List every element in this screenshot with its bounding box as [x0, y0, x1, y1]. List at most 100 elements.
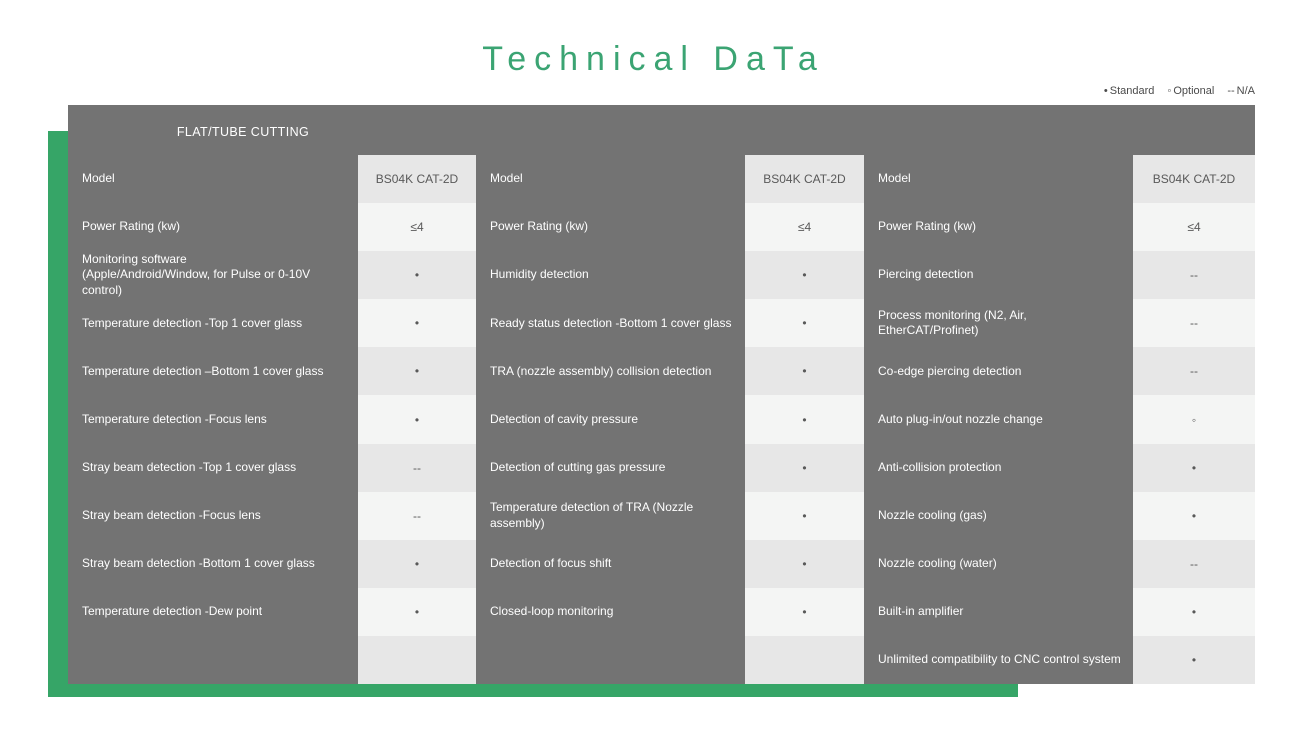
spec-row: Closed-loop monitoring • — [476, 587, 864, 636]
spec-value: ≤4 — [358, 203, 476, 252]
spec-label: Power Rating (kw) — [490, 219, 589, 234]
spec-row: Stray beam detection -Bottom 1 cover gla… — [68, 539, 476, 588]
spec-label: Piercing detection — [878, 267, 974, 282]
spec-panel: FLAT/TUBE CUTTING Model BS04K CAT-2D Power… — [68, 105, 1255, 685]
spec-label: Monitoring software (Apple/Android/Windo… — [82, 251, 311, 298]
spec-row: Process monitoring (N2, Air, EtherCAT/Pr… — [864, 299, 1255, 348]
spec-value: • — [745, 395, 864, 444]
spec-value: -- — [1133, 347, 1255, 396]
spec-row: Temperature detection -Focus lens • — [68, 395, 476, 444]
spec-row — [476, 635, 864, 685]
spec-label: Temperature detection -Dew point — [82, 604, 263, 619]
spec-row: Power Rating (kw) ≤4 — [864, 203, 1255, 252]
spec-value — [745, 635, 864, 685]
green-accent-bar-bottom — [48, 684, 1018, 697]
spec-value: • — [1133, 491, 1255, 540]
spec-value: -- — [1133, 251, 1255, 300]
spec-row: Humidity detection • — [476, 251, 864, 300]
spec-value: • — [358, 347, 476, 396]
spec-row: Model BS04K CAT-2D — [476, 155, 864, 204]
spec-value: • — [745, 443, 864, 492]
spec-value: ≤4 — [745, 203, 864, 252]
spec-label: Detection of cutting gas pressure — [490, 459, 666, 474]
spec-row: Model BS04K CAT-2D — [864, 155, 1255, 204]
spec-label: Humidity detection — [490, 267, 589, 282]
spec-label: Model — [490, 171, 523, 186]
spec-value: -- — [358, 443, 476, 492]
spec-value: • — [745, 299, 864, 348]
spec-label: Temperature detection -Focus lens — [82, 411, 267, 426]
panel-header: FLAT/TUBE CUTTING — [176, 125, 310, 139]
spec-value: • — [358, 251, 476, 300]
spec-label: Unlimited compatibility to CNC control s… — [878, 652, 1121, 667]
spec-value: • — [1133, 635, 1255, 685]
spec-row: Model BS04K CAT-2D — [68, 155, 476, 204]
spec-row: Temperature detection -Top 1 cover glass… — [68, 299, 476, 348]
legend: • Standard ◦ Optional -- N/A — [1104, 85, 1255, 97]
spec-label — [476, 636, 745, 684]
spec-label: Anti-collision protection — [878, 459, 1002, 474]
spec-label: Model — [82, 171, 115, 186]
spec-table-3: Model BS04K CAT-2D Power Rating (kw) ≤4 Pier… — [864, 155, 1255, 685]
spec-row: TRA (nozzle assembly) collision detectio… — [476, 347, 864, 396]
spec-row: Detection of cutting gas pressure • — [476, 443, 864, 492]
spec-value: • — [358, 587, 476, 636]
spec-row: Stray beam detection -Focus lens -- — [68, 491, 476, 540]
spec-value: • — [358, 299, 476, 348]
spec-row: Nozzle cooling (water) -- — [864, 539, 1255, 588]
legend-na-label: N/A — [1236, 85, 1255, 97]
page-title: Technical DaTa — [482, 40, 825, 78]
spec-value: • — [745, 491, 864, 540]
spec-value: • — [745, 347, 864, 396]
spec-label: Nozzle cooling (water) — [878, 556, 997, 570]
spec-value: BS04K CAT-2D — [358, 155, 476, 204]
spec-label: Nozzle cooling (gas) — [878, 507, 987, 522]
spec-label: TRA (nozzle assembly) collision detectio… — [490, 363, 712, 378]
spec-row: Power Rating (kw) ≤4 — [476, 203, 864, 252]
spec-row: Monitoring software (Apple/Android/Windo… — [68, 251, 476, 300]
spec-value: • — [1133, 587, 1255, 636]
spec-row: Power Rating (kw) ≤4 — [68, 203, 476, 252]
spec-row: Temperature detection -Dew point • — [68, 587, 476, 636]
spec-value: • — [1133, 443, 1255, 492]
legend-item-standard: • Standard — [1104, 85, 1155, 97]
spec-value: • — [358, 539, 476, 588]
spec-value: ≤4 — [1133, 203, 1255, 252]
spec-label: Auto plug-in/out nozzle change — [878, 411, 1043, 426]
spec-label — [68, 636, 358, 684]
spec-value: -- — [1133, 299, 1255, 348]
legend-optional-label: Optional — [1173, 85, 1215, 97]
spec-row: Nozzle cooling (gas) • — [864, 491, 1255, 540]
spec-row: Ready status detection -Bottom 1 cover g… — [476, 299, 864, 348]
spec-table-2: Model BS04K CAT-2D Power Rating (kw) ≤4 Humi… — [476, 155, 864, 685]
spec-label: Stray beam detection -Top 1 cover glass — [82, 459, 297, 474]
spec-label: Stray beam detection -Focus lens — [82, 507, 261, 522]
standard-dot-icon: • — [1103, 85, 1108, 97]
spec-value: • — [745, 251, 864, 300]
spec-row: Unlimited compatibility to CNC control s… — [864, 635, 1255, 685]
spec-label: Power Rating (kw) — [878, 219, 977, 234]
spec-value: ◦ — [1133, 395, 1255, 444]
spec-label: Temperature detection of TRA (Nozzle ass… — [490, 500, 694, 530]
legend-item-na: -- N/A — [1227, 85, 1255, 97]
spec-label: Detection of focus shift — [490, 556, 612, 570]
spec-value: • — [745, 587, 864, 636]
spec-value: -- — [1133, 539, 1255, 588]
spec-value: • — [358, 395, 476, 444]
spec-label: Co-edge piercing detection — [878, 363, 1022, 378]
spec-row: Temperature detection of TRA (Nozzle ass… — [476, 491, 864, 540]
spec-row: Piercing detection -- — [864, 251, 1255, 300]
spec-row: Anti-collision protection • — [864, 443, 1255, 492]
spec-label: Closed-loop monitoring — [490, 604, 614, 619]
spec-row: Temperature detection –Bottom 1 cover gl… — [68, 347, 476, 396]
green-accent-bar-left — [48, 131, 68, 697]
spec-label: Temperature detection –Bottom 1 cover gl… — [82, 363, 324, 378]
spec-row: Auto plug-in/out nozzle change ◦ — [864, 395, 1255, 444]
legend-item-optional: ◦ Optional — [1167, 85, 1214, 97]
spec-label: Process monitoring (N2, Air, EtherCAT/Pr… — [878, 307, 1027, 338]
spec-label: Ready status detection -Bottom 1 cover g… — [490, 315, 732, 330]
spec-value — [358, 635, 476, 685]
spec-label: Model — [878, 171, 911, 186]
optional-circle-icon: ◦ — [1167, 85, 1172, 97]
